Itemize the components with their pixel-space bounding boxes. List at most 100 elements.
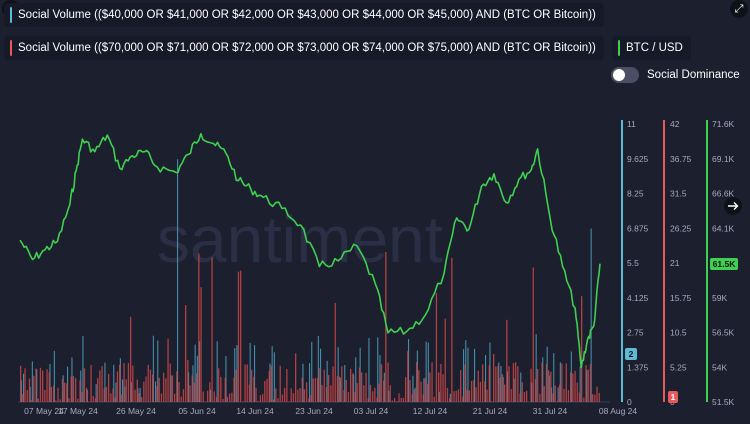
series2-bar (229, 393, 231, 402)
y-tick-label: 15.75 (670, 293, 692, 303)
series2-bar (125, 379, 127, 402)
series2-bar (180, 396, 182, 402)
series1-bar (520, 372, 522, 402)
series1-bar (157, 340, 159, 402)
series2-bar (543, 386, 545, 402)
series2-bar (169, 363, 171, 402)
series2-bar (442, 374, 444, 402)
social-dominance-toggle[interactable]: Social Dominance (611, 67, 740, 83)
series1-bar (152, 335, 154, 402)
y-tick-label: 8.25 (627, 189, 644, 199)
toggle-label: Social Dominance (647, 69, 740, 81)
series2-bar (266, 378, 268, 402)
series2-bar (488, 365, 490, 402)
y-tick-label: 64.1K (712, 223, 735, 233)
series2-bar (218, 368, 220, 402)
legend-series3[interactable]: BTC / USD (612, 36, 691, 60)
series2-bar (86, 387, 88, 402)
series1-bar (216, 341, 218, 402)
series1-bar (67, 366, 69, 402)
series1-bar (254, 345, 256, 402)
series1-bar (449, 393, 451, 402)
series1-bar (29, 386, 31, 402)
arrow-right-icon[interactable] (724, 197, 742, 215)
legend-series1[interactable]: Social Volume (($40,000 OR $41,000 OR $4… (4, 3, 604, 27)
series2-bar (163, 372, 165, 402)
series2-bar (453, 391, 455, 402)
series2-bar (433, 396, 435, 402)
series2-bar (589, 364, 592, 402)
series1-bar (23, 373, 25, 402)
y-tick-label: 51.5K (712, 397, 735, 407)
series2-bar (552, 393, 554, 402)
series2-bar (576, 382, 578, 402)
y-tick-label: 5.5 (627, 258, 639, 268)
y-tick-label: 4.125 (627, 293, 649, 303)
y-tick-label: 1.375 (627, 362, 649, 372)
series2-bar (519, 393, 521, 402)
series2-bar (108, 373, 110, 402)
series2-bar (46, 369, 48, 402)
series2-bar (510, 389, 512, 402)
series2-bar (233, 377, 235, 402)
series1-bar (177, 159, 179, 402)
series2-bar (332, 366, 334, 402)
series1-bar (535, 334, 537, 402)
series2-bar (20, 365, 22, 402)
series1-bar (192, 365, 194, 402)
series2-bar (264, 380, 266, 402)
series2-bar (130, 316, 132, 402)
series2-bar (367, 398, 369, 402)
series2-bar (312, 378, 314, 402)
series1-bar (86, 390, 88, 402)
series2-bar (33, 375, 35, 402)
x-tick-label: 23 Jun 24 (295, 406, 333, 416)
series1-swatch (10, 7, 12, 23)
series2-bar (515, 362, 517, 402)
series2-bar (66, 383, 68, 402)
x-tick-label: 08 Aug 24 (599, 406, 638, 416)
series2-bar (409, 380, 411, 402)
series1-bar (115, 382, 117, 402)
series2-bar (405, 377, 407, 402)
series2-bar (209, 382, 211, 402)
series2-bar (292, 393, 295, 402)
series2-bar (299, 388, 301, 402)
series2-bar (196, 373, 198, 402)
series2-bar (438, 372, 440, 402)
series2-bar (28, 378, 31, 402)
expand-icon[interactable]: ⤢ (730, 0, 748, 18)
series1-bar (130, 382, 132, 402)
series2-bar (215, 396, 218, 402)
series2-bar (451, 257, 453, 402)
series2-bar (295, 353, 297, 402)
series2-bar (167, 338, 169, 402)
series2-bar (477, 370, 479, 402)
series2-bar (31, 400, 33, 402)
y-tick-label: 42 (670, 119, 680, 129)
series1-bar (408, 339, 410, 402)
y-tick-label: 5.25 (670, 362, 687, 372)
legend-series2[interactable]: Social Volume (($70,000 OR $71,000 OR $7… (4, 36, 604, 60)
series1-bar (155, 381, 157, 402)
series1-bar (53, 350, 55, 402)
toggle-switch[interactable] (611, 67, 639, 83)
series2-bar (556, 401, 559, 402)
series1-bar (551, 387, 553, 402)
series2-bar (376, 397, 378, 402)
series1-bar (438, 391, 440, 402)
series2-bar (534, 379, 537, 402)
toggle-knob (613, 69, 625, 81)
series1-bar (80, 370, 82, 402)
series1-bar (269, 363, 271, 402)
series2-bar (411, 394, 413, 402)
series2-bar (301, 377, 303, 402)
series1-bar (339, 378, 341, 402)
series2-bar (565, 363, 567, 402)
y-tick-label: 21 (670, 258, 680, 268)
series2-bar (539, 393, 541, 402)
series2-bar (132, 365, 134, 402)
series1-bar (531, 382, 533, 402)
series1-bar (62, 375, 64, 402)
